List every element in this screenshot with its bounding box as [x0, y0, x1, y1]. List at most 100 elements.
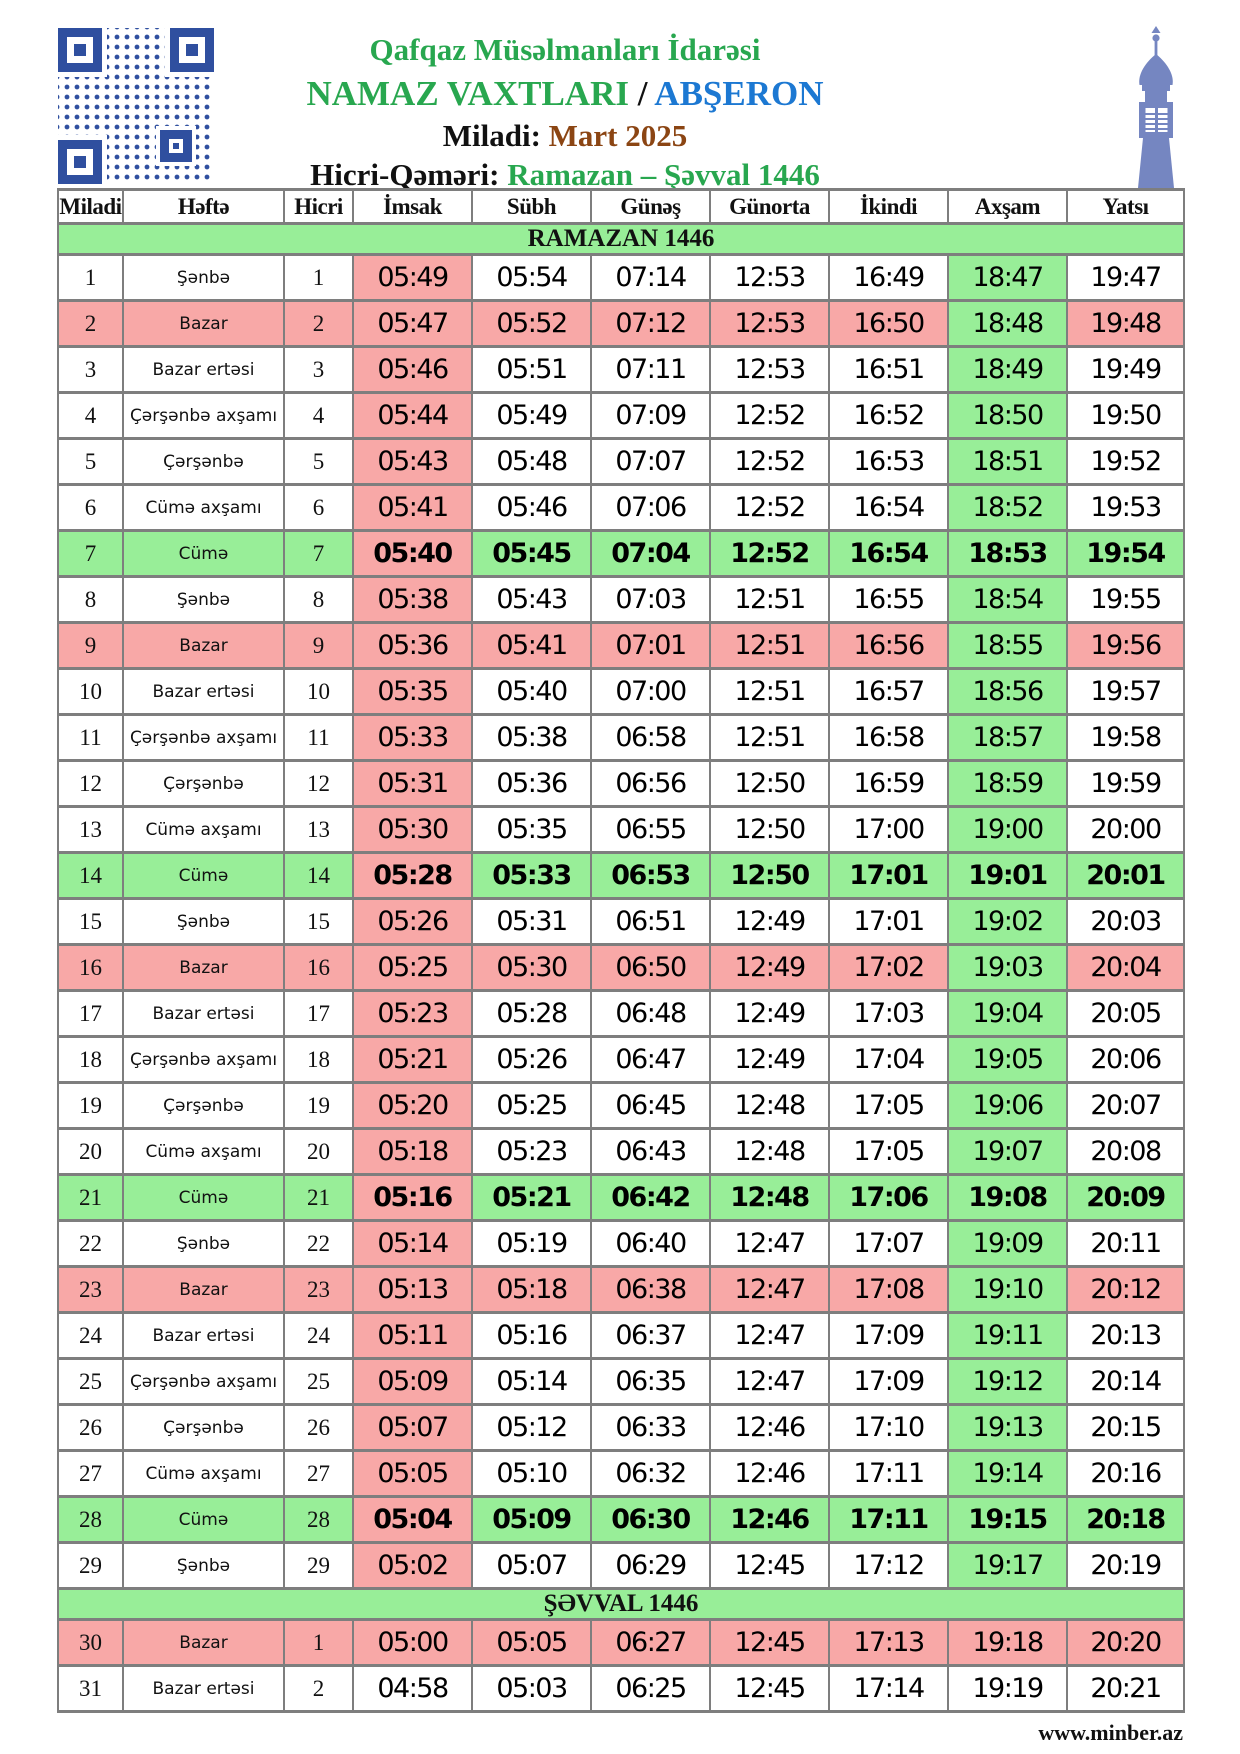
ikindi-cell: 17:05 — [828, 1127, 949, 1176]
yatsi-cell: 19:49 — [1066, 345, 1185, 394]
weekday-cell: Çərşənbə axşamı — [122, 713, 285, 762]
table-row: 17 Bazar ertəsi 17 05:23 05:28 06:48 12:49 17:0… — [57, 989, 1185, 1038]
miladi-cell: 21 — [57, 1173, 124, 1222]
imsak-cell: 05:28 — [352, 851, 473, 900]
ikindi-cell: 16:56 — [828, 621, 949, 670]
minaret-icon — [1129, 24, 1183, 188]
subh-cell: 05:09 — [471, 1495, 592, 1544]
axsham-cell: 19:05 — [947, 1035, 1068, 1084]
ikindi-cell: 17:14 — [828, 1664, 949, 1713]
yatsi-cell: 20:08 — [1066, 1127, 1185, 1176]
weekday-cell: Cümə axşamı — [122, 1449, 285, 1498]
gunorta-cell: 12:49 — [709, 1035, 830, 1084]
weekday-cell: Cümə axşamı — [122, 483, 285, 532]
ikindi-cell: 17:06 — [828, 1173, 949, 1222]
ikindi-cell: 17:03 — [828, 989, 949, 1038]
gunes-cell: 07:04 — [590, 529, 711, 578]
table-row: 6 Cümə axşamı 6 05:41 05:46 07:06 12:52 16:54 18… — [57, 483, 1185, 532]
axsham-cell: 19:11 — [947, 1311, 1068, 1360]
ikindi-cell: 16:49 — [828, 253, 949, 302]
imsak-cell: 05:44 — [352, 391, 473, 440]
miladi-cell: 10 — [57, 667, 124, 716]
axsham-cell: 18:59 — [947, 759, 1068, 808]
yatsi-cell: 20:20 — [1066, 1618, 1185, 1667]
axsham-cell: 19:12 — [947, 1357, 1068, 1406]
ikindi-cell: 17:12 — [828, 1541, 949, 1590]
ikindi-cell: 17:11 — [828, 1495, 949, 1544]
axsham-cell: 19:18 — [947, 1618, 1068, 1667]
hicri-cell: 25 — [283, 1357, 354, 1406]
miladi-cell: 29 — [57, 1541, 124, 1590]
column-header-ikindi: İkindi — [828, 188, 949, 225]
subh-cell: 05:05 — [471, 1618, 592, 1667]
subh-cell: 05:21 — [471, 1173, 592, 1222]
table-row: 25 Çərşənbə axşamı 25 05:09 05:14 06:35 12:47 1… — [57, 1357, 1185, 1406]
gunorta-cell: 12:50 — [709, 759, 830, 808]
imsak-cell: 05:21 — [352, 1035, 473, 1084]
yatsi-cell: 20:13 — [1066, 1311, 1185, 1360]
ikindi-cell: 17:07 — [828, 1219, 949, 1268]
miladi-cell: 7 — [57, 529, 124, 578]
yatsi-cell: 20:09 — [1066, 1173, 1185, 1222]
weekday-cell: Çərşənbə — [122, 1081, 285, 1130]
subh-cell: 05:12 — [471, 1403, 592, 1452]
yatsi-cell: 20:12 — [1066, 1265, 1185, 1314]
subh-cell: 05:16 — [471, 1311, 592, 1360]
weekday-cell: Bazar — [122, 621, 285, 670]
gunorta-cell: 12:48 — [709, 1173, 830, 1222]
hicri-cell: 9 — [283, 621, 354, 670]
column-header-axsam: Axşam — [947, 188, 1068, 225]
gunorta-cell: 12:45 — [709, 1618, 830, 1667]
imsak-cell: 05:35 — [352, 667, 473, 716]
axsham-cell: 18:56 — [947, 667, 1068, 716]
axsham-cell: 19:06 — [947, 1081, 1068, 1130]
table-row: 24 Bazar ertəsi 24 05:11 05:16 06:37 12:47 17:0… — [57, 1311, 1185, 1360]
yatsi-cell: 20:18 — [1066, 1495, 1185, 1544]
hicri-cell: 27 — [283, 1449, 354, 1498]
yatsi-cell: 20:14 — [1066, 1357, 1185, 1406]
axsham-cell: 18:47 — [947, 253, 1068, 302]
gunes-cell: 06:47 — [590, 1035, 711, 1084]
miladi-cell: 1 — [57, 253, 124, 302]
axsham-cell: 19:04 — [947, 989, 1068, 1038]
table-row: 18 Çərşənbə axşamı 18 05:21 05:26 06:47 12:49 1… — [57, 1035, 1185, 1084]
axsham-cell: 18:57 — [947, 713, 1068, 762]
axsham-cell: 19:02 — [947, 897, 1068, 946]
gunorta-cell: 12:46 — [709, 1449, 830, 1498]
gunes-cell: 07:11 — [590, 345, 711, 394]
ikindi-cell: 16:53 — [828, 437, 949, 486]
hicri-cell: 2 — [283, 1664, 354, 1713]
table-row: 31 Bazar ertəsi 2 04:58 05:03 06:25 12:45 17:14… — [57, 1664, 1185, 1713]
ikindi-cell: 16:55 — [828, 575, 949, 624]
yatsi-cell: 20:05 — [1066, 989, 1185, 1038]
subh-cell: 05:45 — [471, 529, 592, 578]
subh-cell: 05:26 — [471, 1035, 592, 1084]
gunorta-cell: 12:47 — [709, 1219, 830, 1268]
weekday-cell: Bazar ertəsi — [122, 1311, 285, 1360]
column-header-miladi: Miladi — [57, 188, 124, 225]
gunes-cell: 06:32 — [590, 1449, 711, 1498]
gunorta-cell: 12:48 — [709, 1127, 830, 1176]
subh-cell: 05:07 — [471, 1541, 592, 1590]
hicri-value: Ramazan – Şəvval 1446 — [507, 157, 820, 192]
ikindi-cell: 17:05 — [828, 1081, 949, 1130]
miladi-cell: 26 — [57, 1403, 124, 1452]
axsham-cell: 19:15 — [947, 1495, 1068, 1544]
table-row: 1 Şənbə 1 05:49 05:54 07:14 12:53 16:49 18:47 19:… — [57, 253, 1185, 302]
hicri-cell: 13 — [283, 805, 354, 854]
column-header-subh: Sübh — [471, 188, 592, 225]
gunes-cell: 07:00 — [590, 667, 711, 716]
gunorta-cell: 12:47 — [709, 1265, 830, 1314]
ikindi-cell: 17:09 — [828, 1311, 949, 1360]
axsham-cell: 19:19 — [947, 1664, 1068, 1713]
document-title-line: NAMAZ VAXTLARI / ABŞERON — [0, 76, 1130, 111]
yatsi-cell: 19:52 — [1066, 437, 1185, 486]
imsak-cell: 05:33 — [352, 713, 473, 762]
weekday-cell: Cümə — [122, 529, 285, 578]
weekday-cell: Çərşənbə axşamı — [122, 1357, 285, 1406]
yatsi-cell: 20:01 — [1066, 851, 1185, 900]
gunes-cell: 06:53 — [590, 851, 711, 900]
gunes-cell: 06:45 — [590, 1081, 711, 1130]
miladi-cell: 12 — [57, 759, 124, 808]
